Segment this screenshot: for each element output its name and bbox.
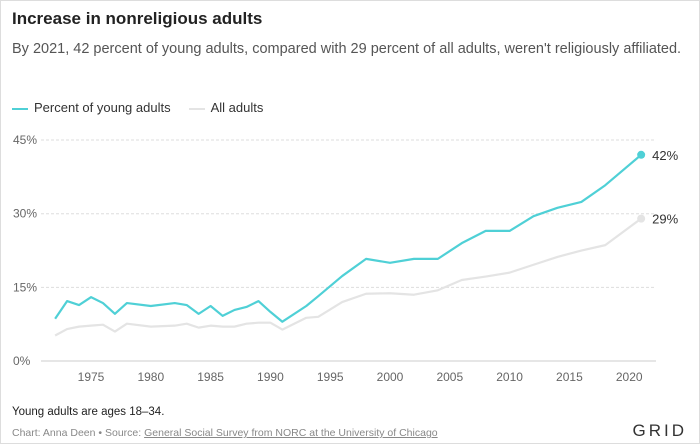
x-tick-label: 2020 [616, 370, 643, 384]
x-tick-label: 2010 [496, 370, 523, 384]
end-point-0 [637, 150, 646, 159]
source-credit: Chart: Anna Deen • Source: General Socia… [12, 427, 438, 439]
legend-label: All adults [210, 100, 264, 115]
x-tick-label: 1980 [137, 370, 164, 384]
x-tick-label: 2005 [436, 370, 463, 384]
legend-item-all: All adults [188, 100, 264, 115]
credit-text: Chart: Anna Deen • Source: [12, 427, 145, 439]
legend-label: Percent of young adults [34, 100, 171, 115]
end-label-0: 42% [652, 148, 678, 163]
x-tick-label: 1995 [317, 370, 344, 384]
legend-swatch [188, 107, 205, 110]
end-point-1 [637, 214, 646, 223]
chart-title: Increase in nonreligious adults [12, 9, 263, 28]
y-tick-label: 0% [13, 354, 31, 368]
x-tick-label: 1975 [78, 370, 105, 384]
grid-logo: GRID [632, 421, 687, 440]
x-tick-label: 1985 [197, 370, 224, 384]
y-tick-label: 45% [13, 133, 37, 147]
end-label-1: 29% [652, 212, 678, 227]
legend-item-young: Percent of young adults [12, 100, 171, 115]
y-tick-label: 15% [13, 280, 37, 294]
x-tick-label: 1990 [257, 370, 284, 384]
x-tick-label: 2015 [556, 370, 583, 384]
chart-subtitle: By 2021, 42 percent of young adults, com… [12, 41, 682, 57]
series-line-0 [54, 153, 642, 323]
x-tick-label: 2000 [377, 370, 404, 384]
y-tick-label: 30% [13, 207, 37, 221]
footnote: Young adults are ages 18–34. [12, 406, 165, 418]
legend-swatch [12, 107, 28, 110]
legend: Percent of young adults All adults [12, 100, 263, 115]
series-line-1 [54, 217, 642, 337]
source-link[interactable]: General Social Survey from NORC at the U… [144, 427, 438, 439]
line-chart: 0% 15% 30% 45% 1975 1980 1985 1990 1995 2000 2005 2… [13, 133, 679, 384]
